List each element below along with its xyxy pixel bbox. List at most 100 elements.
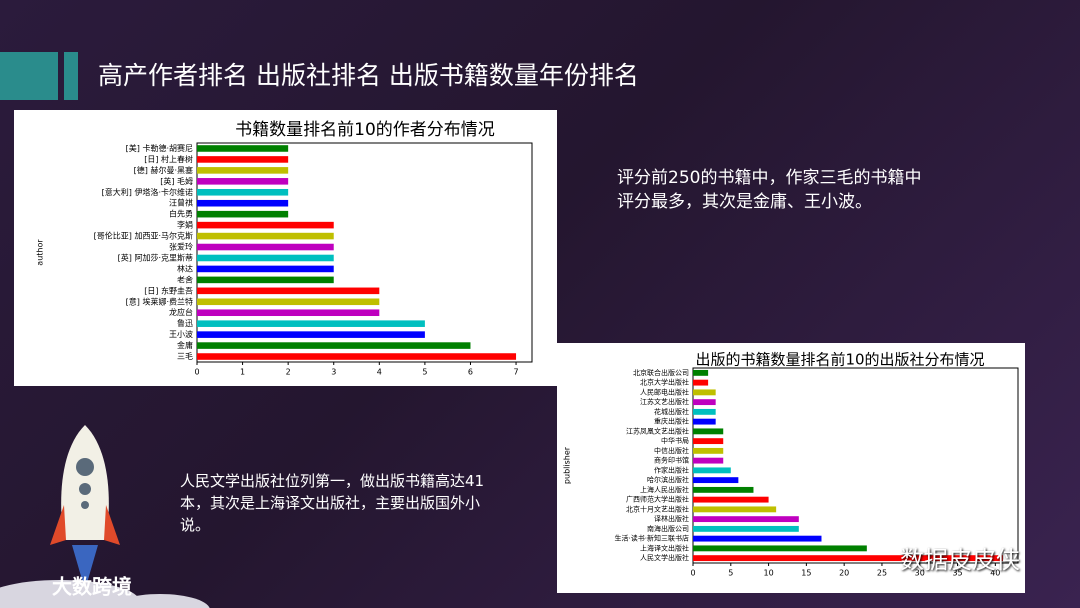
y-tick-label: 江苏凤凰文艺出版社 [626,426,689,435]
x-tick-label: 6 [468,368,473,377]
y-tick-label: 林达 [177,263,193,273]
y-tick-label: 鲁迅 [177,318,193,328]
bar [693,506,777,513]
x-tick-label: 4 [377,368,382,377]
y-tick-label: 北京十月文艺出版社 [626,504,689,513]
x-tick-label: 1 [240,368,245,377]
bar [197,199,289,207]
x-tick-label: 40 [990,569,1000,578]
x-tick-label: 0 [194,368,199,377]
y-tick-label: 李娟 [177,220,193,230]
bar [693,545,867,552]
x-tick-label: 0 [690,569,695,578]
bar [197,178,289,185]
bar [197,232,334,240]
y-tick-label: 龙应台 [169,307,193,317]
bar [693,389,716,396]
y-tick-label: 中华书局 [661,436,689,445]
chart-title: 出版的书籍数量排名前10的出版社分布情况 [695,351,984,369]
bar [197,320,425,327]
x-tick-label: 2 [286,368,291,377]
logo: 大数跨境 [52,575,132,599]
y-tick-label: 北京联合出版公司 [633,368,689,377]
rocket [0,425,210,608]
bar [197,298,380,306]
bar [693,525,799,532]
y-tick-label: [日] 村上春树 [144,154,193,164]
y-tick-label: [哥伦比亚] 加西亚·马尔克斯 [94,231,193,241]
bar [693,399,716,406]
title-bar-decor [0,52,58,100]
y-tick-label: 汪曾祺 [169,198,193,208]
bar [197,188,289,196]
slide-title: 高产作者排名 出版社排名 出版书籍数量年份排名 [98,61,639,90]
note: 人民文学出版社位列第一，做出版书籍高达41本，其次是上海译文出版社，主要出版国外… [180,472,485,534]
chart: 书籍数量排名前10的作者分布情况 author 0 1 2 3 4 5 6 7 三毛金庸王小波鲁迅龙… [14,110,557,386]
y-tick-label: [美] 卡勒德·胡赛尼 [126,143,193,153]
bar [197,331,425,338]
y-tick-label: [英] 毛姆 [160,176,193,186]
bar [197,309,380,317]
bar [693,496,769,503]
y-tick-label: 译林出版社 [654,514,689,523]
y-tick-label: 商务印书馆 [654,456,689,465]
y-tick-label: [德] 赫尔曼·黑塞 [134,165,193,175]
y-tick-label: 江苏文艺出版社 [640,397,689,406]
bar [197,221,334,229]
plot-area [196,142,533,363]
y-tick-label: 哈尔滨出版社 [647,475,689,484]
y-tick-label: 三毛 [177,351,193,361]
y-tick-label: [意] 埃莱娜·费兰特 [126,296,193,306]
title-bar-decor [64,52,78,100]
x-tick-label: 7 [514,368,519,377]
bar [197,353,517,360]
bar [197,254,334,262]
chart-title: 书籍数量排名前10的作者分布情况 [235,120,495,140]
bar [693,369,709,376]
bar [693,457,724,464]
bar [197,243,334,251]
bar [197,342,471,349]
y-tick-label: 花城出版社 [654,407,689,416]
y-tick-label: 重庆出版社 [654,417,689,426]
bar [197,287,380,295]
bar [197,265,334,273]
bar [693,555,1003,562]
bar [693,447,724,454]
x-tick-label: 20 [839,569,849,578]
bar [693,418,716,425]
bar [197,156,289,163]
bar [693,535,822,542]
y-tick-label: [日] 东野圭吾 [144,285,193,295]
bar [693,467,731,474]
y-tick-label: 人民邮电出版社 [640,387,689,396]
y-tick-label: [意大利] 伊塔洛·卡尔维诺 [102,187,193,197]
bar [693,428,724,435]
y-tick-label: 广西师范大学出版社 [626,495,689,504]
y-tick-label: 上海译文出版社 [640,543,689,552]
y-tick-label: 生活·读书·新知三联书店 [615,534,689,543]
x-tick-label: 10 [763,569,773,578]
bar [197,276,334,284]
bar [693,379,709,386]
x-tick-label: 5 [422,368,427,377]
y-tick-label: 金庸 [177,340,193,350]
y-tick-label: 王小波 [169,329,193,339]
y-tick-label: 人民文学出版社 [640,553,689,562]
y-tick-label: [英] 阿加莎·克里斯蒂 [118,252,193,262]
y-tick-label: 张爱玲 [169,242,193,252]
x-tick-label: 25 [877,569,887,578]
y-tick-label: 北京大学出版社 [640,378,689,387]
bar [693,486,754,493]
x-tick-label: 3 [331,368,336,377]
bar [693,408,716,415]
y-axis-label: author [36,239,45,266]
y-tick-label: 作家出版社 [654,465,689,474]
y-tick-label: 白先勇 [169,209,193,219]
y-axis-label: publisher [563,446,572,484]
x-tick-label: 30 [915,569,925,578]
bar [693,477,739,484]
chart: 出版的书籍数量排名前10的出版社分布情况 publisher 0 5 10 15 20 25 3… [557,343,1025,593]
